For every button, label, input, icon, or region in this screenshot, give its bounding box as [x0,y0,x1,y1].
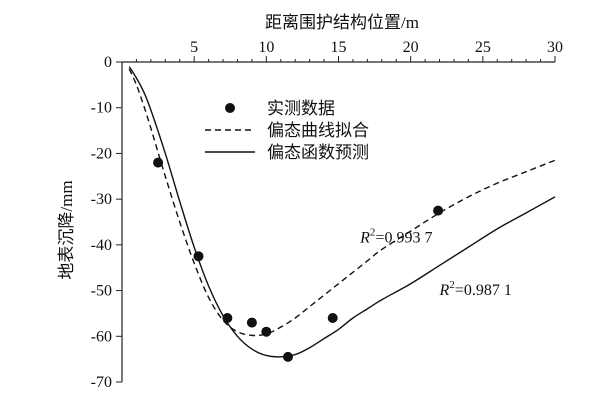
y-tick-label: -20 [91,145,112,162]
data-points [153,157,444,362]
measured-point [282,351,293,362]
y-tick-label: -60 [91,328,112,345]
y-tick-label: -40 [91,237,112,254]
y-tick-label: 0 [104,54,112,71]
x-tick-label: 30 [547,39,563,56]
legend-label: 偏态曲线拟合 [267,121,369,140]
measured-point [153,157,164,168]
prediction-curve-solid [128,66,556,358]
x-tick-label: 10 [258,39,274,56]
legend-label: 偏态函数预测 [267,143,369,162]
legend-label: 实测数据 [267,99,335,118]
axes: 5 10 15 20 25 30 0 -10 -20 -30 -40 -50 -60 -70 [91,39,563,391]
x-tick-label: 5 [190,39,198,56]
y-axis-title: 地表沉降/mm [57,180,76,279]
measured-point [222,313,233,323]
measured-point [261,326,272,337]
measured-point [193,251,204,262]
annotations: R2=0.993 7 R2=0.987 1 [359,227,512,300]
fit-curve-dashed [128,68,556,337]
r-squared-label: R2=0.993 7 [359,227,432,247]
y-tick-label: -10 [91,100,112,117]
y-tick-label: -30 [91,191,112,208]
x-tick-label: 20 [403,39,419,56]
measured-point [327,313,338,323]
x-axis-title: 距离围护结构位置/m [265,13,419,32]
measured-point [433,205,444,216]
curves [128,66,556,358]
y-tick-label: -70 [91,374,112,391]
x-tick-label: 25 [475,39,491,56]
r-squared-label: R2=0.987 1 [439,279,512,299]
legend-marker [225,103,235,113]
measured-point [246,317,257,328]
x-tick-label: 15 [331,39,347,56]
y-tick-label: -50 [91,283,112,300]
